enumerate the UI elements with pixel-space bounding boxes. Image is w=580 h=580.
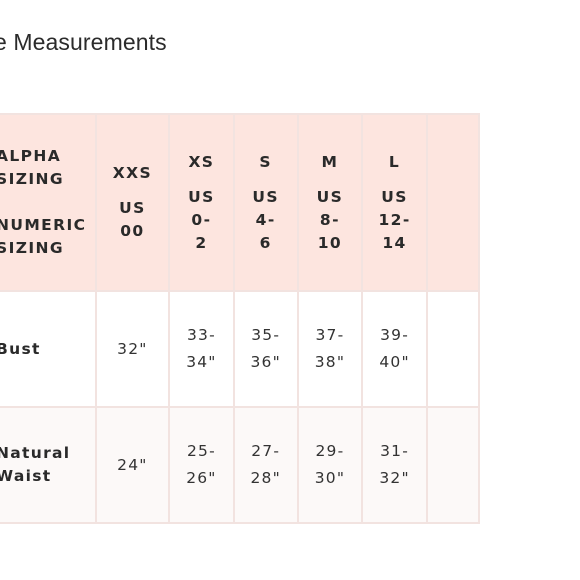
row-label-bust: Bust — [0, 290, 97, 408]
row-label: Bust — [0, 339, 41, 358]
measurement-value: 31- — [380, 442, 410, 460]
numeric-sizing-label-2: SIZING — [0, 239, 65, 257]
value-cell: 35- 36" — [232, 290, 299, 408]
numeric-size-cont: 6 — [259, 233, 272, 252]
numeric-size: 4- — [255, 210, 276, 229]
measurement-value: 27- — [251, 442, 281, 460]
header-size-xs: XS US 0- 2 — [168, 113, 235, 292]
header-size-l: L US 12- 14 — [361, 113, 429, 292]
header-size-s: S US 4- 6 — [232, 113, 299, 292]
header-size-m: M US 8- 10 — [296, 113, 364, 292]
measurement-value-cont: 32" — [379, 469, 410, 487]
value-cell: 33- 34" — [168, 290, 235, 408]
us-label: US — [188, 187, 215, 206]
measurement-value: 32" — [117, 339, 148, 358]
measurement-value: 33- — [186, 326, 216, 344]
table-row-natural-waist: Natural Waist 24" 25- 26" 27- 28" 29- 30… — [0, 406, 480, 524]
measurement-value: 29- — [315, 442, 345, 460]
value-cell: 37- 38" — [296, 290, 364, 408]
header-size-cut-off — [426, 113, 480, 292]
alpha-size: L — [388, 152, 401, 171]
header-label-cell: ALPHA SIZING NUMERIC SIZING — [0, 113, 97, 292]
table-header-row: ALPHA SIZING NUMERIC SIZING XXS US 00 XS… — [0, 113, 480, 292]
value-cell: 32" — [94, 290, 171, 408]
us-label: US — [119, 199, 146, 217]
measurement-value: 37- — [315, 326, 345, 344]
row-label-natural-waist: Natural Waist — [0, 406, 97, 524]
measurement-value-cont: 34" — [186, 353, 217, 371]
value-cell: 27- 28" — [232, 406, 299, 524]
us-label: US — [381, 187, 408, 206]
alpha-size: XS — [188, 152, 215, 171]
row-label: Natural — [0, 444, 71, 462]
measurement-value: 35- — [251, 326, 281, 344]
measurement-value-cont: 40" — [379, 353, 410, 371]
alpha-sizing-label-2: SIZING — [0, 170, 65, 188]
numeric-size-cont: 2 — [195, 233, 208, 252]
alpha-size: XXS — [112, 164, 153, 182]
header-size-xxs: XXS US 00 — [94, 113, 171, 292]
row-label-cont: Waist — [0, 467, 52, 485]
size-table: ALPHA SIZING NUMERIC SIZING XXS US 00 XS… — [0, 113, 480, 524]
measurement-value-cont: 28" — [250, 469, 281, 487]
numeric-size: 0- — [191, 210, 212, 229]
page-title: e Measurements — [0, 29, 167, 55]
measurement-value: 25- — [186, 442, 216, 460]
value-cell: 39- 40" — [361, 290, 429, 408]
alpha-size: M — [321, 152, 339, 171]
value-cell-cut-off — [426, 290, 480, 408]
measurement-value-cont: 36" — [250, 353, 281, 371]
measurement-value-cont: 26" — [186, 469, 217, 487]
table-row-bust: Bust 32" 33- 34" 35- 36" 37- 38" 39- 40" — [0, 290, 480, 408]
us-label: US — [252, 187, 279, 206]
numeric-size: 00 — [120, 222, 145, 240]
numeric-sizing-label-1: NUMERIC — [0, 216, 87, 234]
value-cell: 29- 30" — [296, 406, 364, 524]
alpha-size: S — [259, 152, 272, 171]
numeric-size-cont: 10 — [317, 233, 343, 252]
numeric-size-cont: 14 — [382, 233, 407, 252]
measurement-value: 24" — [117, 455, 148, 474]
measurement-value-cont: 38" — [314, 353, 346, 371]
value-cell: 24" — [94, 406, 171, 524]
numeric-size: 12- — [378, 210, 411, 229]
measurement-value-cont: 30" — [314, 469, 346, 487]
measurement-value: 39- — [380, 326, 410, 344]
us-label: US — [316, 187, 344, 206]
value-cell: 31- 32" — [361, 406, 429, 524]
numeric-size: 8- — [319, 210, 340, 229]
value-cell: 25- 26" — [168, 406, 235, 524]
value-cell-cut-off — [426, 406, 480, 524]
alpha-sizing-label-1: ALPHA — [0, 147, 62, 165]
